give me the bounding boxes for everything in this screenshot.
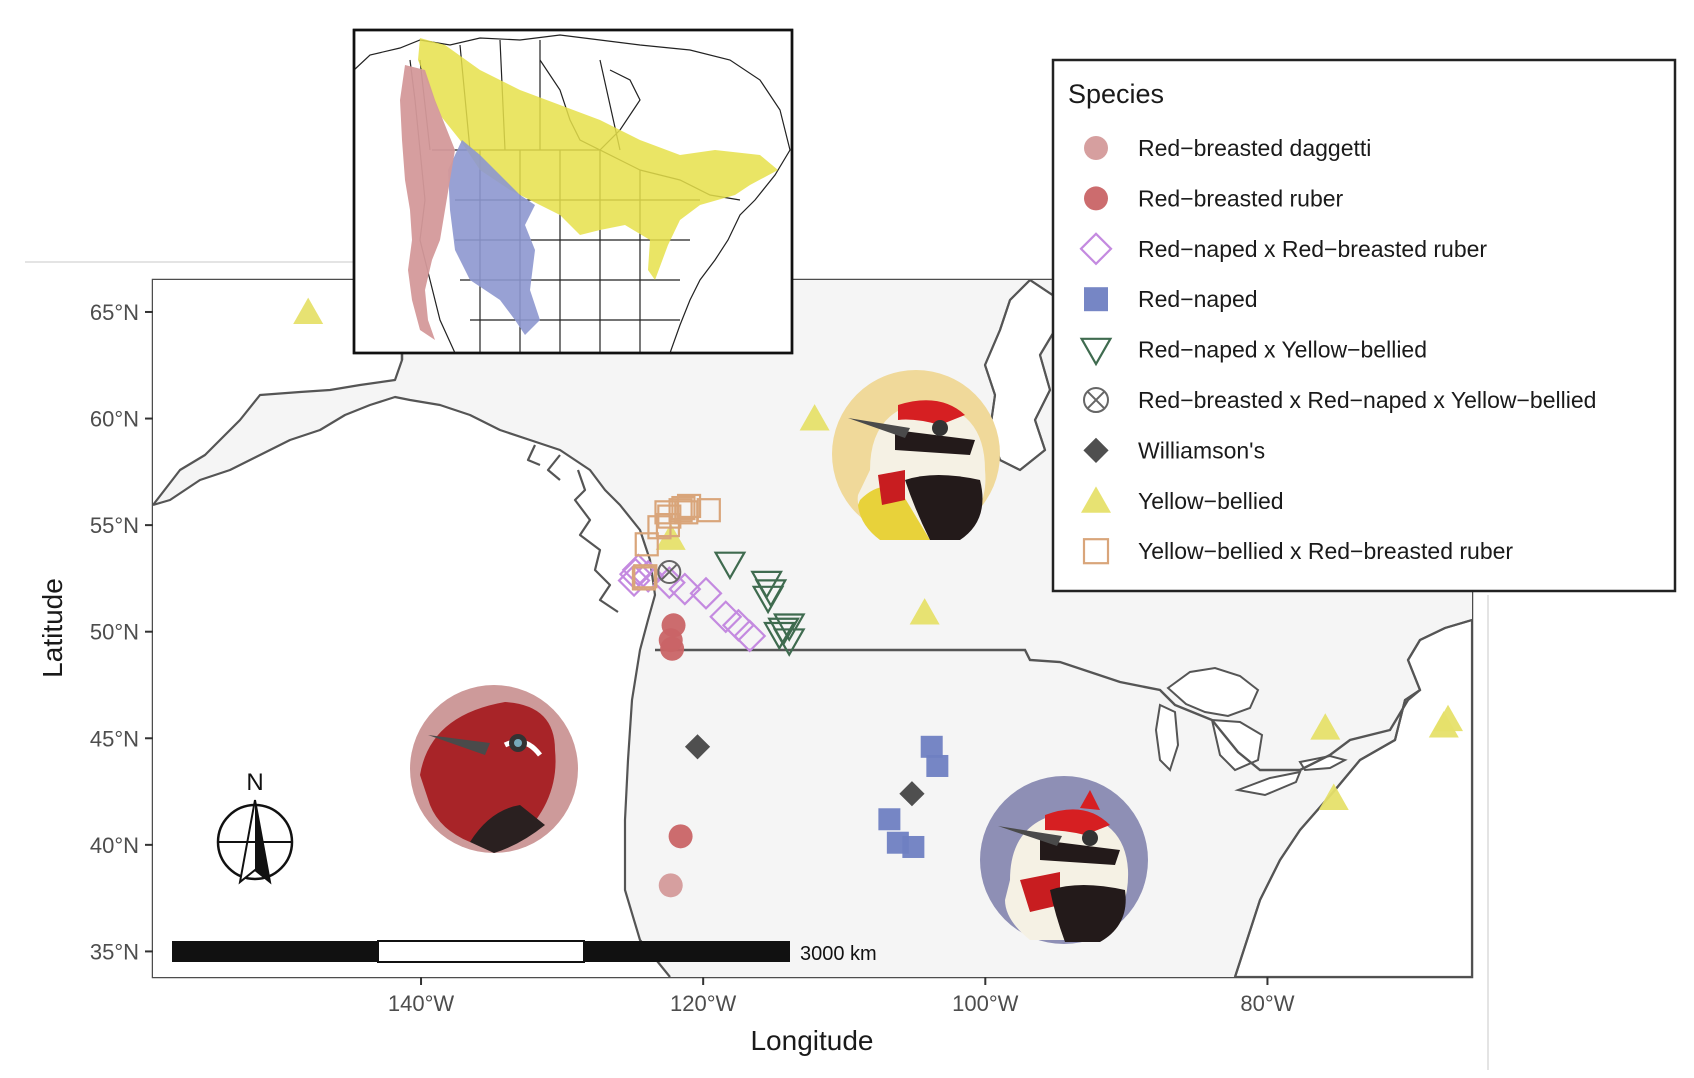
data-point-rnxrbr (668, 572, 702, 606)
north-arrow: N (216, 769, 294, 885)
legend-label-rbd: Red−breasted daggetti (1138, 135, 1371, 161)
data-point-rnxyb (772, 613, 806, 642)
data-point-rn (878, 808, 901, 831)
legend-label-yb: Yellow−bellied (1138, 488, 1284, 514)
us-canada-border (655, 648, 1421, 772)
legend-key-rbr (1084, 186, 1108, 211)
data-point-ybxrbr (668, 498, 693, 523)
data-point-rnxyb (772, 628, 806, 657)
pacific (153, 397, 670, 977)
x-axis-title: Longitude (750, 1025, 873, 1056)
y-axis-ticks: 35°N 40°N 45°N 50°N 55°N 60°N 65°N (90, 300, 153, 964)
data-point-rnxyb (763, 621, 796, 651)
legend-items: Red−breasted daggetti Red−breasted ruber R… (1079, 135, 1596, 565)
east-coastline (1233, 618, 1472, 977)
data-point-rbr (660, 636, 685, 661)
legend-title: Species (1068, 79, 1164, 109)
y-tick-label: 45°N (90, 726, 139, 751)
legend-label-rn: Red−naped (1138, 286, 1258, 312)
data-point-yb (1318, 783, 1349, 810)
north-arrow-label: N (246, 769, 263, 796)
data-point-rnxrbr (733, 619, 767, 653)
data-point-rbxrnxyb (657, 560, 682, 585)
data-point-ybxrbr (676, 493, 702, 519)
legend-label-rnxyb: Red−naped x Yellow−bellied (1138, 337, 1427, 363)
legend-key-rn (1084, 287, 1108, 312)
data-point-ybxrbr (634, 532, 659, 557)
data-point-yb (293, 297, 324, 324)
x-tick-label: 80°W (1240, 991, 1294, 1016)
data-point-yb (799, 404, 830, 431)
data-point-rn (902, 835, 925, 858)
legend-label-rnxrbr: Red−naped x Red−breasted ruber (1138, 236, 1487, 262)
lake-michigan (1154, 703, 1180, 772)
scale-bar: 3000 km (172, 940, 877, 965)
lake-huron (1210, 718, 1264, 772)
data-point-rnxyb (713, 551, 747, 581)
legend-key-rbxrnxyb (1083, 387, 1109, 413)
data-point-ybxrbr (631, 566, 657, 591)
legend-label-w: Williamson's (1138, 437, 1265, 463)
y-tick-label: 60°N (90, 407, 139, 432)
data-point-yb (1310, 713, 1341, 740)
inset-range-map (352, 28, 794, 355)
data-point-ybxrbr (655, 513, 681, 538)
inset-red-breasted-range (400, 65, 455, 340)
data-point-rbr (668, 824, 693, 849)
y-tick-label: 65°N (90, 300, 139, 325)
legend-label-rbr: Red−breasted ruber (1138, 185, 1344, 211)
data-point-w (899, 781, 925, 807)
data-point-ybxrbr (671, 495, 696, 521)
y-tick-label: 55°N (90, 513, 139, 538)
legend-label-rbxrnxyb: Red−breasted x Red−naped x Yellow−bellie… (1138, 387, 1596, 413)
data-point-rn (920, 735, 943, 758)
north-coast (153, 280, 402, 505)
data-point-rn (926, 754, 949, 777)
legend-key-w (1083, 437, 1109, 463)
legend: Species Red−breasted daggettiRed−breaste… (1051, 58, 1677, 593)
lake-erie (1234, 770, 1302, 797)
legend-key-yb (1081, 486, 1111, 513)
red-breasted-sapsucker-illustration (410, 685, 578, 853)
y-tick-label: 40°N (90, 833, 139, 858)
data-point-rnxrbr (689, 576, 723, 610)
data-point-ybxrbr (696, 498, 721, 523)
data-point-rbd (658, 873, 683, 898)
pacific-coastline (153, 395, 671, 977)
legend-label-ybxrbr: Yellow−bellied x Red−breasted ruber (1138, 538, 1513, 564)
x-axis-ticks: 140°W 120°W 100°W 80°W (388, 977, 1295, 1016)
great-lakes (1166, 666, 1260, 718)
legend-key-rbd (1084, 136, 1108, 160)
scale-bar-label: 3000 km (800, 943, 877, 965)
data-point-rnxrbr (617, 563, 651, 598)
y-tick-label: 35°N (90, 939, 139, 964)
bc-islands (526, 444, 619, 613)
data-point-yb (909, 598, 940, 625)
data-point-yb (1433, 704, 1464, 732)
x-tick-label: 120°W (670, 991, 737, 1016)
data-point-rnxyb (751, 585, 785, 615)
inset-yellow-bellied-range (418, 38, 778, 280)
data-points (293, 297, 1464, 898)
legend-key-rnxrbr (1079, 232, 1113, 266)
legend-box (1051, 58, 1677, 593)
red-naped-sapsucker-illustration (980, 776, 1148, 944)
arctic-coast (983, 280, 1062, 472)
data-point-ybxrbr (633, 564, 658, 589)
legend-key-rnxyb (1079, 337, 1113, 367)
y-axis-title: Latitude (37, 578, 68, 678)
data-point-w (684, 734, 711, 760)
x-tick-label: 100°W (952, 991, 1019, 1016)
legend-key-ybxrbr (1082, 538, 1110, 565)
x-tick-label: 140°W (388, 991, 455, 1016)
inset-red-naped-range (448, 140, 540, 335)
yellow-bellied-sapsucker-illustration (832, 370, 1000, 540)
y-tick-label: 50°N (90, 620, 139, 645)
alaska-coastline (153, 280, 404, 506)
